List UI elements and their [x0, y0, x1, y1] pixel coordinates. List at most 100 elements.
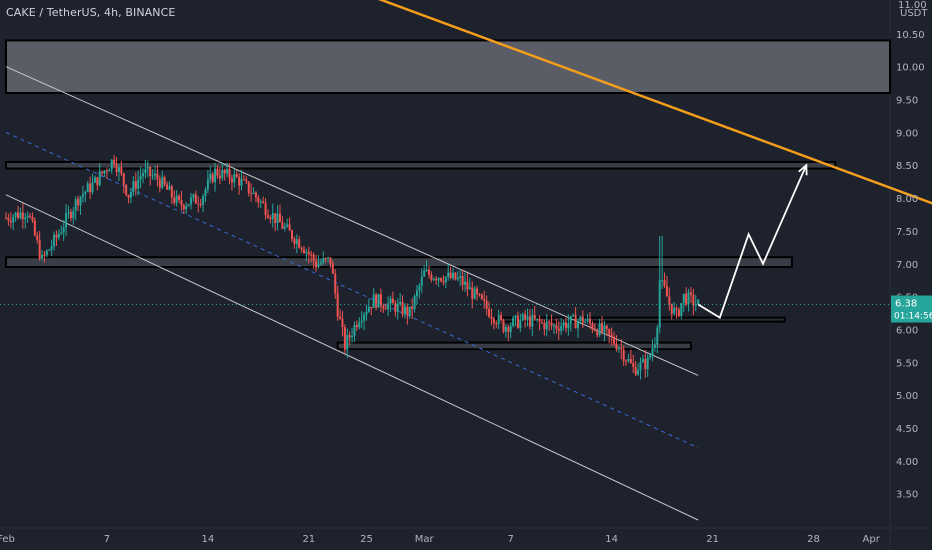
candle-down	[230, 178, 233, 183]
candle-down	[480, 294, 483, 299]
candle-down	[454, 272, 457, 280]
candle-up	[19, 212, 22, 218]
candle-up	[372, 294, 375, 308]
candle-up	[206, 179, 209, 190]
candle-up	[67, 212, 70, 214]
candle-up	[504, 326, 507, 332]
candle-down	[156, 173, 159, 180]
trendline-descending-resistance[interactable]	[367, 0, 932, 205]
candle-down	[125, 184, 128, 195]
candle-up	[154, 173, 157, 176]
candle-down	[310, 254, 313, 256]
candle-up	[584, 321, 587, 323]
candle-down	[485, 300, 488, 309]
candle-up	[456, 277, 459, 280]
candle-up	[697, 299, 700, 305]
candle-down	[401, 301, 404, 315]
sr-zone-2[interactable]	[5, 256, 793, 269]
y-tick-label: 7.50	[896, 227, 918, 238]
candle-up	[377, 294, 380, 308]
candle-up	[387, 303, 390, 310]
candle-down	[495, 323, 498, 325]
candle-up	[509, 326, 512, 332]
candle-up	[586, 318, 589, 322]
candle-down	[490, 316, 493, 319]
candle-down	[298, 239, 301, 248]
candle-down	[435, 278, 438, 281]
candle-up	[653, 344, 656, 349]
candle-up	[14, 212, 17, 217]
candle-up	[141, 173, 144, 177]
candle-down	[341, 318, 344, 328]
y-tick-label: 4.00	[896, 457, 918, 468]
y-tick-label: 7.00	[896, 260, 918, 271]
candle-up	[214, 168, 217, 183]
sr-zone-4[interactable]	[336, 341, 692, 351]
trendline-channel-lower[interactable]	[5, 194, 699, 521]
candle-down	[478, 293, 481, 295]
candle-up	[536, 318, 539, 320]
projection-path[interactable]	[697, 164, 808, 320]
candle-down	[122, 173, 125, 185]
candle-up	[346, 335, 349, 350]
candle-up	[360, 320, 363, 323]
x-tick-label: 14	[605, 534, 618, 545]
candle-down	[228, 168, 231, 179]
candle-down	[115, 164, 118, 172]
candle-down	[355, 324, 358, 328]
candle-up	[389, 298, 392, 304]
sr-zone-0[interactable]	[5, 39, 891, 94]
candle-up	[452, 272, 455, 279]
candle-down	[5, 217, 7, 219]
candle-down	[391, 298, 394, 304]
candle-up	[658, 280, 661, 328]
candle-up	[673, 308, 676, 314]
candle-down	[524, 314, 527, 320]
candle-up	[521, 314, 524, 320]
candle-down	[665, 285, 668, 297]
candle-up	[680, 303, 683, 316]
candle-down	[629, 358, 632, 363]
candle-down	[442, 280, 445, 283]
candle-down	[466, 281, 469, 290]
candle-up	[694, 304, 697, 306]
x-tick-label: Feb	[0, 534, 15, 545]
candle-down	[303, 249, 306, 253]
candle-up	[408, 306, 411, 316]
chart-title: CAKE / TetherUS, 4h, BINANCE	[6, 6, 176, 19]
candle-down	[533, 315, 536, 320]
candle-up	[415, 290, 418, 297]
sr-zone-3[interactable]	[495, 316, 786, 323]
x-tick-label: 14	[202, 534, 215, 545]
candle-up	[468, 287, 471, 290]
candle-up	[367, 306, 370, 312]
sr-zone-1[interactable]	[5, 160, 837, 170]
candle-down	[307, 251, 310, 255]
candle-down	[7, 217, 10, 221]
candle-down	[596, 330, 599, 336]
candle-up	[358, 322, 361, 328]
candle-down	[483, 298, 486, 301]
candle-down	[370, 306, 373, 308]
candle-down	[238, 176, 241, 186]
candle-down	[329, 257, 332, 264]
y-axis-top-value: 11.00	[898, 0, 927, 11]
candle-down	[194, 194, 197, 204]
candle-down	[440, 278, 443, 281]
trendline-channel-mid[interactable]	[5, 131, 699, 449]
candle-up	[12, 216, 15, 223]
candle-down	[411, 306, 414, 310]
candle-up	[79, 196, 82, 206]
x-tick-label: Apr	[863, 534, 881, 545]
candle-up	[24, 217, 27, 220]
countdown-label: 01:14:56	[894, 312, 932, 322]
candle-up	[363, 314, 366, 321]
candle-up	[351, 335, 354, 338]
candle-down	[461, 276, 464, 285]
candle-down	[31, 216, 34, 221]
candle-down	[685, 293, 688, 305]
candle-up	[187, 204, 190, 207]
candle-down	[300, 247, 303, 250]
